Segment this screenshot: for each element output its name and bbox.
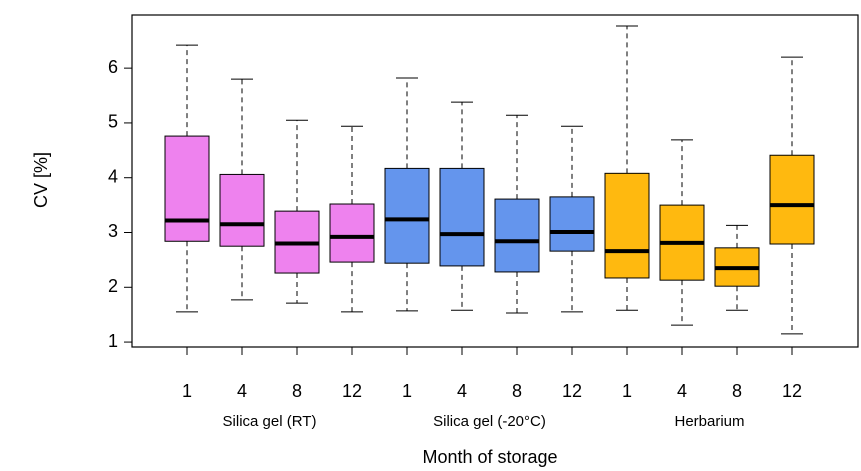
- x-tick-label: 1: [622, 381, 632, 401]
- x-tick-label: 4: [237, 381, 247, 401]
- box: [769, 154, 815, 245]
- x-tick-label: 8: [512, 381, 522, 401]
- y-tick-label: 5: [108, 112, 118, 132]
- box: [439, 167, 485, 267]
- x-tick-label: 8: [292, 381, 302, 401]
- y-tick-label: 6: [108, 57, 118, 77]
- x-tick-label: 12: [782, 381, 802, 401]
- box: [494, 198, 540, 273]
- y-tick-label: 1: [108, 331, 118, 351]
- box: [164, 135, 210, 242]
- plot-frame: [131, 14, 859, 348]
- group-label: Herbarium: [674, 413, 744, 430]
- y-tick-label: 2: [108, 276, 118, 296]
- x-tick-label: 4: [677, 381, 687, 401]
- x-tick-label: 12: [562, 381, 582, 401]
- box: [329, 203, 375, 263]
- y-tick-label: 3: [108, 221, 118, 241]
- group-label: Silica gel (-20°C): [433, 413, 546, 430]
- group-label: Silica gel (RT): [223, 413, 317, 430]
- x-tick-label: 1: [182, 381, 192, 401]
- y-axis-title: CV [%]: [31, 152, 51, 208]
- x-tick-label: 12: [342, 381, 362, 401]
- box: [384, 167, 430, 264]
- x-tick-label: 4: [457, 381, 467, 401]
- box: [549, 196, 595, 252]
- y-tick-label: 4: [108, 166, 118, 186]
- box: [219, 173, 265, 247]
- x-tick-label: 1: [402, 381, 412, 401]
- box: [604, 172, 650, 279]
- x-axis-title: Month of storage: [422, 447, 557, 467]
- x-tick-label: 8: [732, 381, 742, 401]
